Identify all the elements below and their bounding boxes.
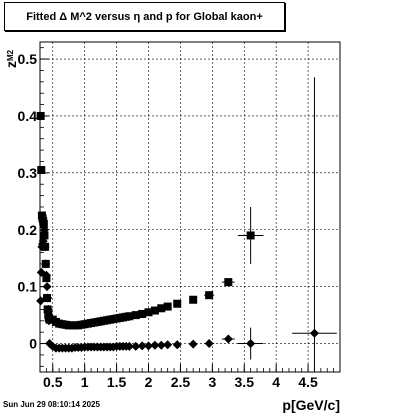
y-axis-label-main: z <box>3 61 19 68</box>
data-point-diamond <box>156 340 166 350</box>
x-tick-label: 3 <box>208 374 216 390</box>
data-point-square <box>157 304 166 313</box>
data-point-square <box>37 166 46 175</box>
y-tick-label: 0.2 <box>18 222 38 238</box>
data-point-diamond <box>163 340 173 350</box>
y-tick-label: 0.3 <box>18 165 38 181</box>
data-point-square <box>138 309 147 318</box>
data-point-diamond <box>40 242 50 252</box>
timestamp-footer: Sun Jun 29 08:10:14 2025 <box>3 400 100 409</box>
data-point-diamond <box>204 339 214 349</box>
data-point-square <box>173 299 182 308</box>
data-point-square <box>246 231 255 240</box>
y-axis-label: zM2 <box>3 49 19 68</box>
data-point-square <box>131 311 140 320</box>
y-tick-label: 0.4 <box>18 108 38 124</box>
data-points <box>36 77 337 372</box>
data-point-diamond <box>144 341 154 351</box>
data-point-diamond <box>44 316 54 326</box>
data-point-diamond <box>41 259 51 269</box>
data-point-diamond <box>43 293 53 303</box>
data-point-diamond <box>43 304 53 314</box>
data-point-square <box>125 312 134 321</box>
axis-ticks: 0.5 1 1.5 2 2.5 3 3.5 4 4.5 0 0.1 0.2 0.3 0.4 0.5 <box>18 47 335 390</box>
data-point-square <box>189 295 198 304</box>
data-point-diamond <box>309 328 319 338</box>
chart-title: Fitted Δ M^2 versus η and p for Global k… <box>4 2 285 31</box>
grid <box>40 42 340 372</box>
data-point-diamond <box>124 341 134 351</box>
data-point-square <box>205 291 214 300</box>
data-point-square <box>150 306 159 315</box>
x-tick-label: 0.5 <box>43 374 63 390</box>
data-point-diamond <box>150 340 160 350</box>
x-tick-label: 1 <box>81 374 89 390</box>
y-tick-label: 0.5 <box>18 51 38 67</box>
x-tick-label: 3.5 <box>235 374 255 390</box>
x-tick-label: 2 <box>145 374 153 390</box>
x-tick-label: 1.5 <box>107 374 127 390</box>
data-point-diamond <box>188 339 198 349</box>
data-point-diamond <box>172 340 182 350</box>
plot-frame <box>39 41 341 373</box>
y-tick-label: 0 <box>29 336 37 352</box>
x-tick-label: 4 <box>272 374 280 390</box>
data-point-diamond <box>39 230 49 240</box>
x-tick-label: 2.5 <box>171 374 191 390</box>
data-point-square <box>224 278 233 287</box>
data-point-diamond <box>41 270 51 280</box>
x-axis-label: p[GeV/c] <box>282 397 340 413</box>
data-point-square <box>163 302 172 311</box>
x-tick-label: 4.5 <box>298 374 318 390</box>
data-point-square <box>144 308 153 317</box>
data-point-diamond <box>36 296 46 306</box>
data-point-square <box>39 220 48 229</box>
data-point-diamond <box>42 282 52 292</box>
data-point-diamond <box>246 339 256 349</box>
y-axis-label-sub: M2 <box>6 49 15 61</box>
data-point-diamond <box>131 341 141 351</box>
y-tick-label: 0.1 <box>18 279 38 295</box>
data-point-diamond <box>39 225 49 235</box>
data-point-square <box>36 111 45 120</box>
data-point-diamond <box>223 334 233 344</box>
data-point-diamond <box>137 341 147 351</box>
